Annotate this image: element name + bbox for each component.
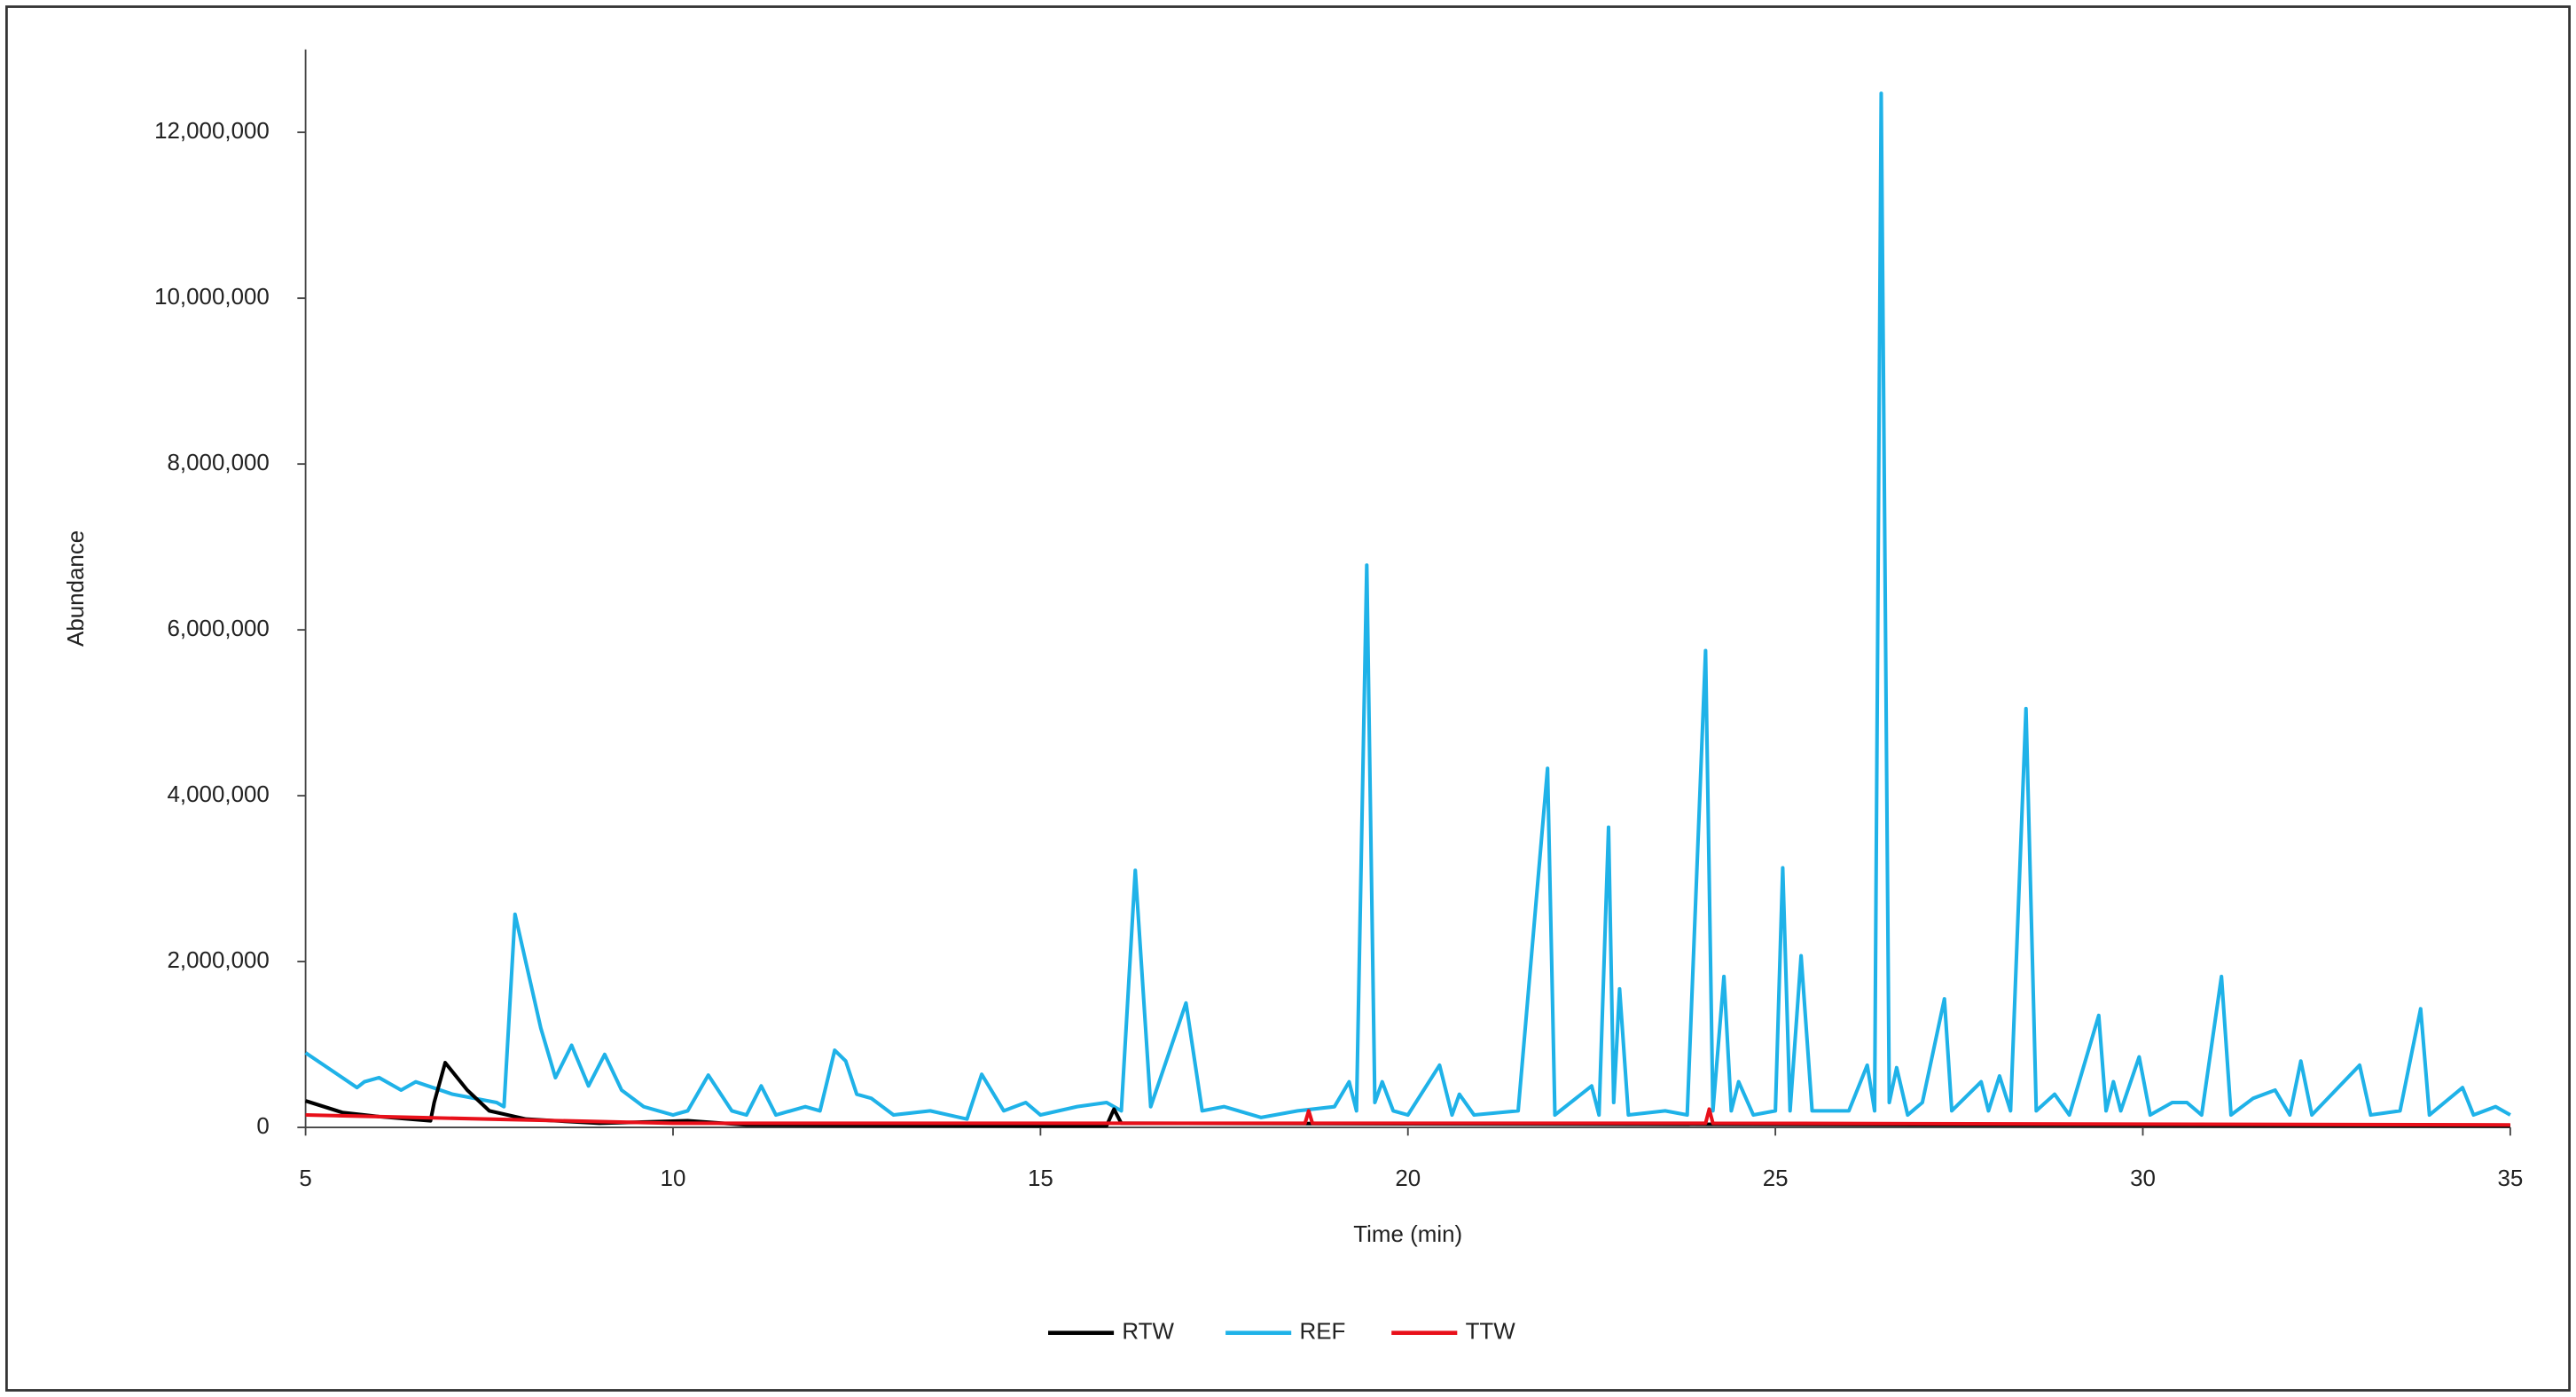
x-tick-label: 25 bbox=[1763, 1166, 1789, 1191]
x-tick-label: 20 bbox=[1395, 1166, 1421, 1191]
line-series bbox=[304, 91, 2511, 1121]
y-tick-label: 2,000,000 bbox=[168, 948, 270, 973]
x-tick-label: 5 bbox=[299, 1166, 311, 1191]
y-tick-label: 12,000,000 bbox=[154, 119, 270, 144]
y-tick-label: 4,000,000 bbox=[168, 782, 270, 807]
line-series bbox=[305, 1107, 2510, 1127]
x-axis-label: Time (min) bbox=[1353, 1222, 1462, 1247]
legend-label: REF bbox=[1299, 1319, 1345, 1344]
y-tick-label: 6,000,000 bbox=[168, 616, 270, 641]
y-axis-label: Abundance bbox=[64, 530, 89, 647]
y-tick-label: 0 bbox=[256, 1114, 269, 1139]
chart-border bbox=[5, 5, 2571, 1392]
x-tick-label: 15 bbox=[1028, 1166, 1053, 1191]
x-tick-label: 35 bbox=[2497, 1166, 2523, 1191]
y-tick-label: 8,000,000 bbox=[168, 451, 270, 475]
legend-label: TTW bbox=[1466, 1319, 1516, 1344]
x-tick-label: 30 bbox=[2130, 1166, 2156, 1191]
x-tick-label: 10 bbox=[661, 1166, 686, 1191]
y-tick-label: 10,000,000 bbox=[154, 285, 270, 310]
legend-label: RTW bbox=[1122, 1319, 1174, 1344]
